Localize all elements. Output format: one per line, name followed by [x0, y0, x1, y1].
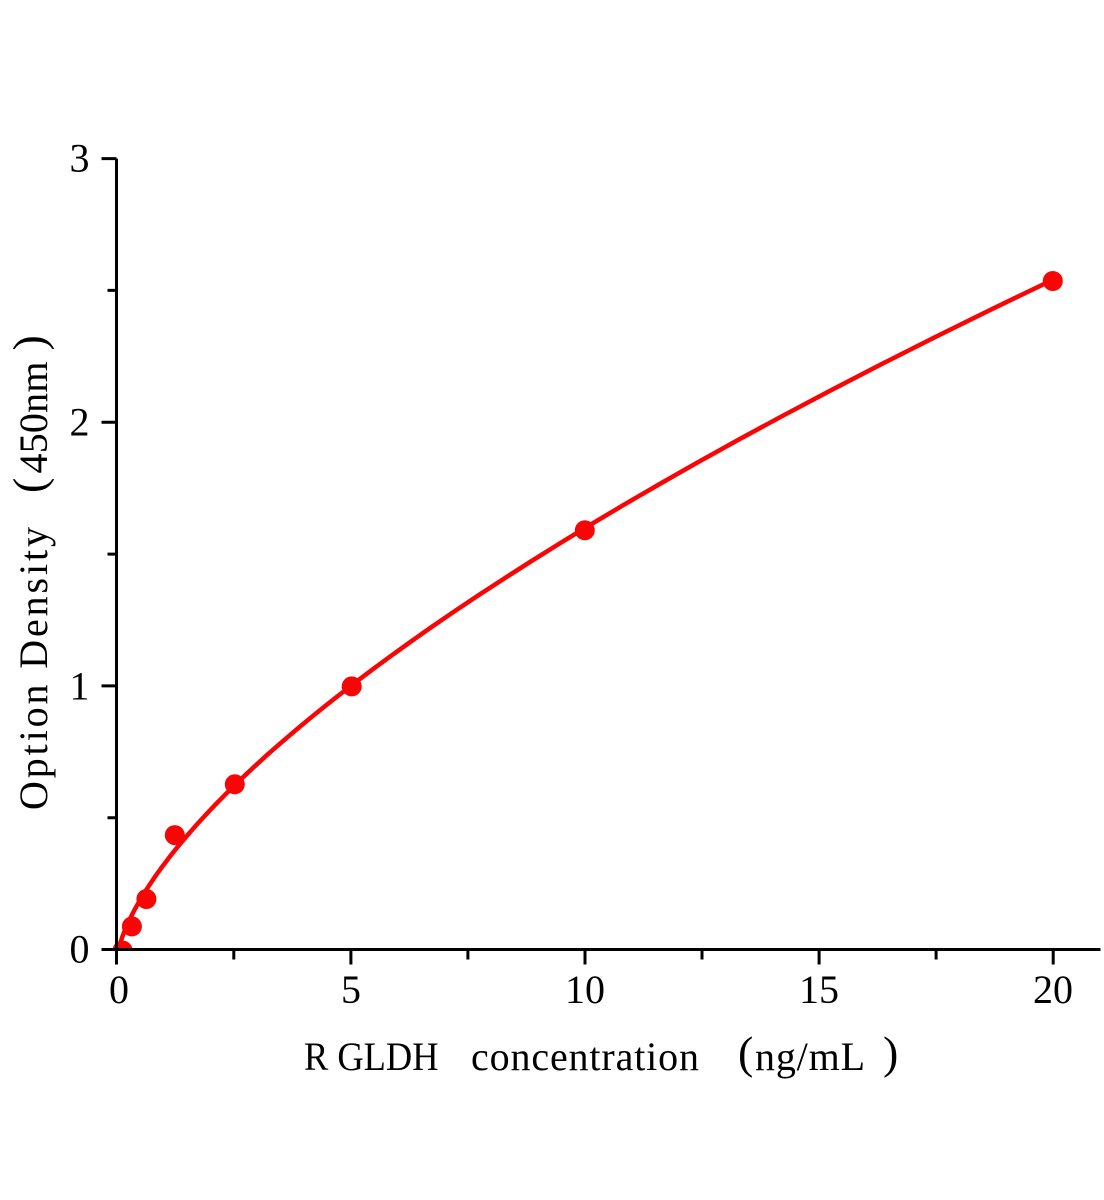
- svg-text:): ): [883, 1027, 898, 1078]
- svg-text:10: 10: [565, 967, 605, 1012]
- svg-text:1: 1: [70, 663, 90, 708]
- svg-text:): ): [4, 335, 55, 350]
- svg-text:0: 0: [109, 967, 129, 1012]
- svg-text:3: 3: [70, 136, 90, 181]
- svg-text:concentration: concentration: [471, 1034, 699, 1079]
- svg-text:5: 5: [341, 967, 361, 1012]
- svg-text:(: (: [738, 1027, 753, 1078]
- svg-text:(: (: [4, 478, 55, 493]
- svg-text:Option Density: Option Density: [11, 527, 56, 810]
- svg-text:450nm: 450nm: [11, 362, 56, 474]
- svg-text:2: 2: [70, 400, 90, 445]
- svg-text:R GLDH: R GLDH: [304, 1034, 439, 1079]
- svg-text:20: 20: [1033, 967, 1073, 1012]
- svg-text:ng/mL: ng/mL: [755, 1034, 865, 1079]
- svg-text:15: 15: [799, 967, 839, 1012]
- svg-text:0: 0: [70, 927, 90, 972]
